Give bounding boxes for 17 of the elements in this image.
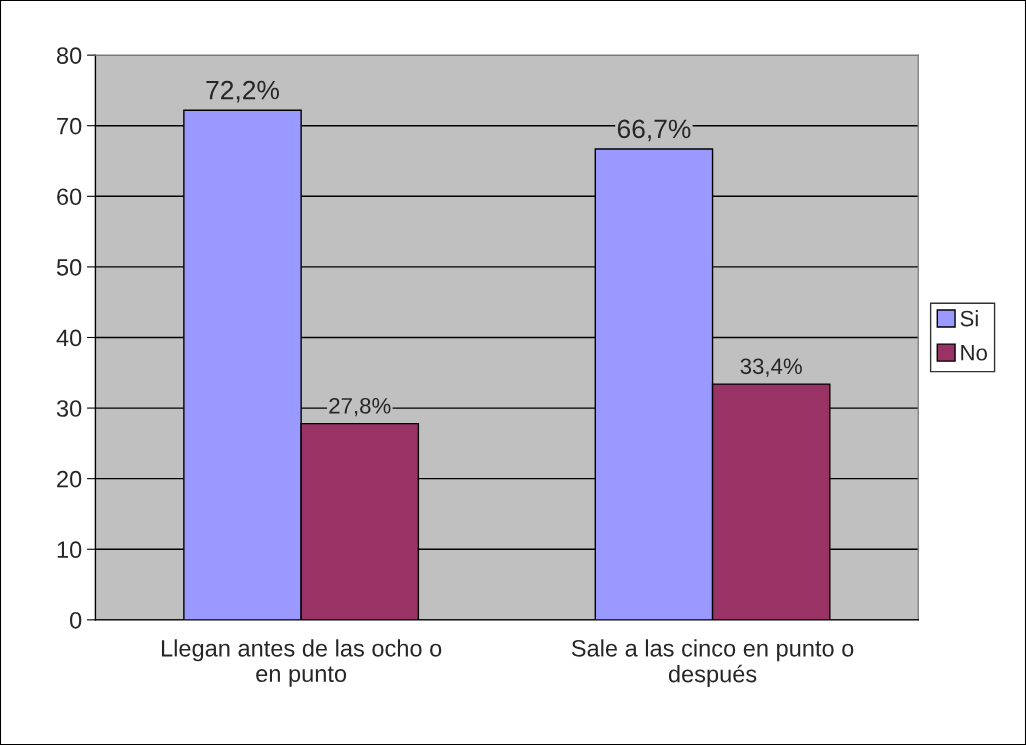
- y-tick-label: 30: [56, 400, 82, 417]
- x-tick-label: Llegan antes de las ocho o en punto: [161, 639, 442, 687]
- data-label: 66,7%: [617, 119, 691, 142]
- data-label: 72,2%: [206, 80, 279, 103]
- y-tick-label: 20: [57, 470, 82, 488]
- y-tick-label: 40: [56, 329, 82, 347]
- data-label: 27,8%: [329, 397, 391, 417]
- y-tick-label: 60: [57, 188, 82, 206]
- data-label: 33,4%: [740, 358, 802, 377]
- y-tick-label: 0: [70, 611, 82, 629]
- legend-label: No: [961, 345, 987, 361]
- legend-label: Si: [960, 310, 978, 327]
- y-tick-label: 10: [57, 541, 82, 559]
- y-tick-label: 80: [56, 47, 82, 64]
- y-tick-label: 50: [56, 258, 82, 276]
- x-tick-label: Sale a las cinco en punto o después: [571, 639, 854, 688]
- y-tick-label: 70: [57, 117, 82, 135]
